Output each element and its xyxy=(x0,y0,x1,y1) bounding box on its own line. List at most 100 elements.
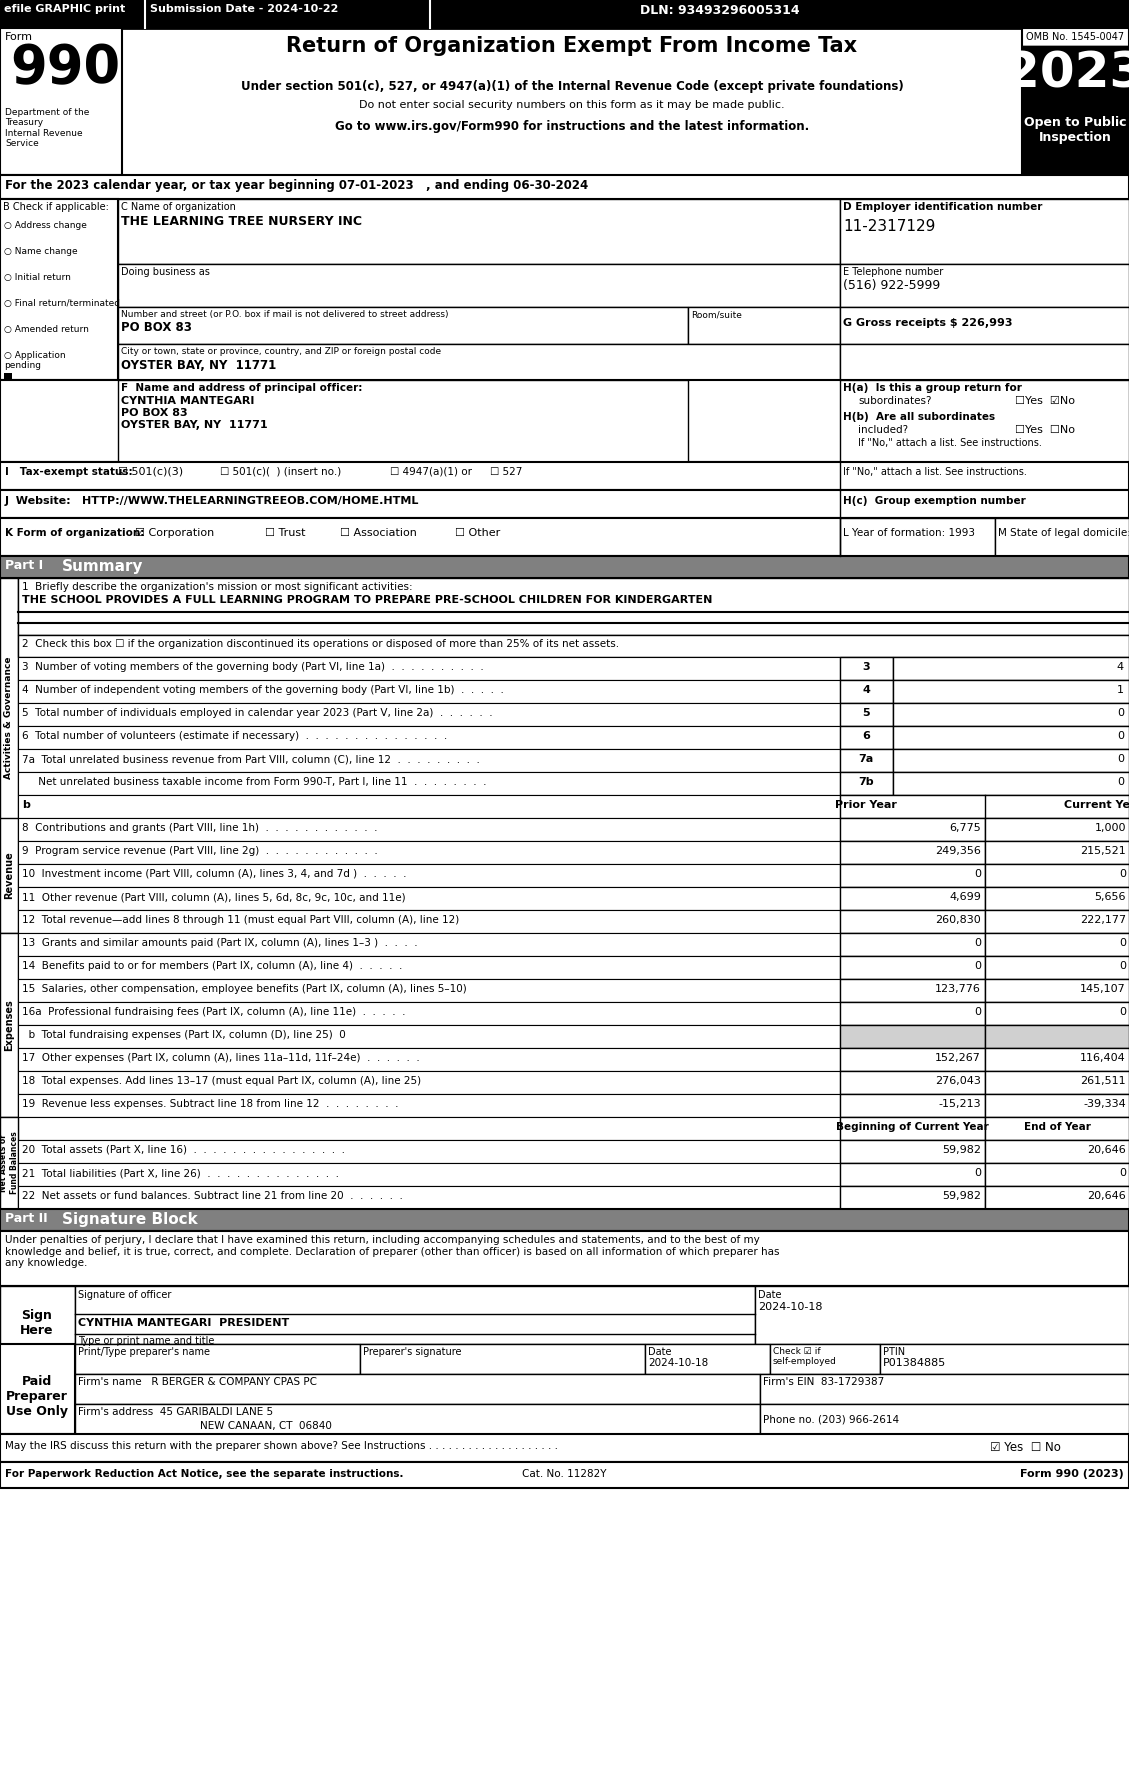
Bar xyxy=(18,955,840,978)
Bar xyxy=(893,772,1129,795)
Bar xyxy=(0,175,1129,200)
Text: 0: 0 xyxy=(974,869,981,879)
Text: H(c)  Group exemption number: H(c) Group exemption number xyxy=(843,496,1026,507)
Text: Phone no. (203) 966-2614: Phone no. (203) 966-2614 xyxy=(763,1415,899,1423)
Text: 0: 0 xyxy=(974,938,981,948)
Text: Room/suite: Room/suite xyxy=(691,311,742,320)
Text: CYNTHIA MANTEGARI: CYNTHIA MANTEGARI xyxy=(121,396,254,406)
Bar xyxy=(984,1001,1129,1024)
Bar xyxy=(840,1024,984,1047)
Text: 16a  Professional fundraising fees (Part IX, column (A), line 11e)  .  .  .  .  : 16a Professional fundraising fees (Part … xyxy=(21,1007,405,1017)
Bar xyxy=(840,909,984,932)
Text: 0: 0 xyxy=(1119,938,1126,948)
Text: 59,982: 59,982 xyxy=(942,1144,981,1155)
Text: OYSTER BAY, NY  11771: OYSTER BAY, NY 11771 xyxy=(121,358,277,373)
Bar xyxy=(0,463,1129,489)
Text: 19  Revenue less expenses. Subtract line 18 from line 12  .  .  .  .  .  .  .  .: 19 Revenue less expenses. Subtract line … xyxy=(21,1098,399,1109)
Text: Summary: Summary xyxy=(62,560,143,574)
Text: NEW CANAAN, CT  06840: NEW CANAAN, CT 06840 xyxy=(200,1422,332,1430)
Text: 1: 1 xyxy=(1117,685,1124,696)
Text: Sign
Here: Sign Here xyxy=(20,1309,54,1337)
Bar xyxy=(0,28,1129,175)
Text: 14  Benefits paid to or for members (Part IX, column (A), line 4)  .  .  .  .  .: 14 Benefits paid to or for members (Part… xyxy=(21,961,402,971)
Bar xyxy=(840,818,984,841)
Text: K Form of organization:: K Form of organization: xyxy=(5,528,145,539)
Text: HTTP://WWW.THELEARNINGTREEOB.COM/HOME.HTML: HTTP://WWW.THELEARNINGTREEOB.COM/HOME.HT… xyxy=(82,496,419,507)
Text: 17  Other expenses (Part IX, column (A), lines 11a–11d, 11f–24e)  .  .  .  .  . : 17 Other expenses (Part IX, column (A), … xyxy=(21,1053,420,1063)
Text: PO BOX 83: PO BOX 83 xyxy=(121,321,192,334)
Text: 22  Net assets or fund balances. Subtract line 21 from line 20  .  .  .  .  .  .: 22 Net assets or fund balances. Subtract… xyxy=(21,1190,403,1201)
Bar xyxy=(984,1187,1129,1210)
Text: 0: 0 xyxy=(1117,754,1124,765)
Bar xyxy=(1022,46,1129,111)
Text: 260,830: 260,830 xyxy=(935,915,981,925)
Bar xyxy=(119,263,840,307)
Text: -15,213: -15,213 xyxy=(938,1098,981,1109)
Bar xyxy=(0,28,122,175)
Text: If "No," attach a list. See instructions.: If "No," attach a list. See instructions… xyxy=(843,466,1027,477)
Bar xyxy=(119,307,688,344)
Text: May the IRS discuss this return with the preparer shown above? See Instructions : May the IRS discuss this return with the… xyxy=(5,1441,558,1452)
Text: D Employer identification number: D Employer identification number xyxy=(843,201,1042,212)
Bar xyxy=(0,0,1129,28)
Text: DLN: 93493296005314: DLN: 93493296005314 xyxy=(640,4,799,18)
Text: City or town, state or province, country, and ZIP or foreign postal code: City or town, state or province, country… xyxy=(121,346,441,357)
Bar xyxy=(840,887,984,909)
Bar xyxy=(18,1164,840,1187)
Text: 20,646: 20,646 xyxy=(1087,1190,1126,1201)
Text: 0: 0 xyxy=(1117,708,1124,719)
Text: ○ Name change: ○ Name change xyxy=(5,247,78,256)
Text: For Paperwork Reduction Act Notice, see the separate instructions.: For Paperwork Reduction Act Notice, see … xyxy=(5,1469,403,1478)
Text: 5  Total number of individuals employed in calendar year 2023 (Part V, line 2a) : 5 Total number of individuals employed i… xyxy=(21,708,492,719)
Bar xyxy=(984,1141,1129,1164)
Text: 6: 6 xyxy=(863,731,870,742)
Text: 0: 0 xyxy=(1119,869,1126,879)
Text: Firm's name   R BERGER & COMPANY CPAS PC: Firm's name R BERGER & COMPANY CPAS PC xyxy=(78,1377,317,1386)
Bar xyxy=(840,703,893,726)
Text: End of Year: End of Year xyxy=(1024,1121,1091,1132)
Text: F  Name and address of principal officer:: F Name and address of principal officer: xyxy=(121,383,362,394)
Bar xyxy=(840,517,995,556)
Bar xyxy=(5,373,12,380)
Text: PTIN: PTIN xyxy=(883,1347,905,1356)
Bar xyxy=(0,1286,1129,1344)
Text: 0: 0 xyxy=(1117,731,1124,742)
Bar xyxy=(840,1093,984,1118)
Bar xyxy=(984,978,1129,1001)
Bar xyxy=(984,955,1129,978)
Text: Preparer's signature: Preparer's signature xyxy=(364,1347,462,1356)
Text: ☐ Other: ☐ Other xyxy=(455,528,500,539)
Text: 6  Total number of volunteers (estimate if necessary)  .  .  .  .  .  .  .  .  .: 6 Total number of volunteers (estimate i… xyxy=(21,731,447,742)
Bar xyxy=(688,307,840,344)
Bar xyxy=(840,772,893,795)
Bar xyxy=(840,1070,984,1093)
Bar xyxy=(984,1093,1129,1118)
Text: subordinates?: subordinates? xyxy=(858,396,931,406)
Text: 2  Check this box ☐ if the organization discontinued its operations or disposed : 2 Check this box ☐ if the organization d… xyxy=(21,639,619,648)
Text: 0: 0 xyxy=(1117,777,1124,788)
Bar xyxy=(893,749,1129,772)
Bar xyxy=(18,795,840,818)
Bar xyxy=(360,1344,645,1374)
Bar xyxy=(119,200,840,263)
Bar xyxy=(18,726,840,749)
Text: Activities & Governance: Activities & Governance xyxy=(5,657,14,779)
Text: Department of the
Treasury
Internal Revenue
Service: Department of the Treasury Internal Reve… xyxy=(5,108,89,148)
Bar xyxy=(18,887,840,909)
Text: C Name of organization: C Name of organization xyxy=(121,201,236,212)
Text: Revenue: Revenue xyxy=(5,851,14,899)
Text: 6,775: 6,775 xyxy=(949,823,981,834)
Text: ☐ 501(c)(  ) (insert no.): ☐ 501(c)( ) (insert no.) xyxy=(220,466,341,477)
Bar xyxy=(0,1286,75,1344)
Bar xyxy=(840,344,1129,380)
Bar xyxy=(18,1141,840,1164)
Bar xyxy=(840,726,893,749)
Text: Expenses: Expenses xyxy=(5,1000,14,1051)
Text: ○ Final return/terminated: ○ Final return/terminated xyxy=(5,298,120,307)
Text: Paid
Preparer
Use Only: Paid Preparer Use Only xyxy=(6,1376,68,1418)
Bar xyxy=(0,818,18,932)
Text: Check ☑ if
self-employed: Check ☑ if self-employed xyxy=(773,1347,837,1367)
Bar xyxy=(840,978,984,1001)
Bar xyxy=(0,1344,75,1434)
Bar xyxy=(18,1093,840,1118)
